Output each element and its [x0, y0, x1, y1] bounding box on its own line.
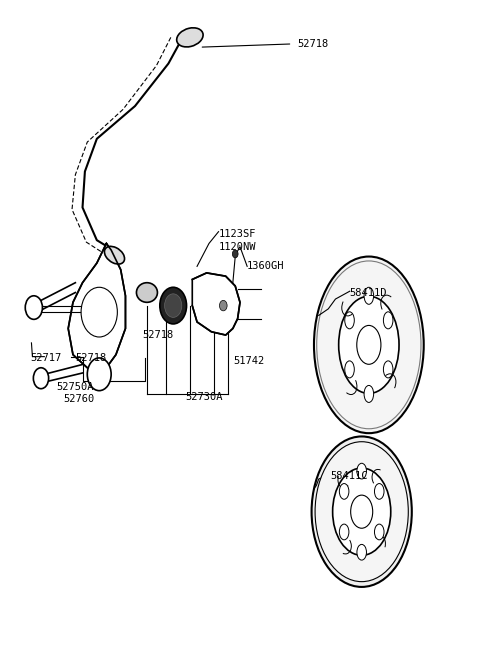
Circle shape: [81, 287, 117, 337]
Text: 52718: 52718: [75, 353, 107, 363]
Ellipse shape: [312, 436, 412, 587]
Circle shape: [25, 296, 42, 319]
Text: 1120NW: 1120NW: [218, 242, 256, 252]
Polygon shape: [68, 244, 125, 368]
Text: 1123SF: 1123SF: [218, 229, 256, 238]
Ellipse shape: [315, 442, 408, 581]
Ellipse shape: [345, 312, 354, 328]
Circle shape: [232, 250, 238, 258]
Ellipse shape: [364, 386, 373, 403]
Ellipse shape: [357, 463, 366, 479]
Ellipse shape: [357, 325, 381, 364]
Text: 52750A: 52750A: [56, 382, 94, 392]
Ellipse shape: [345, 361, 354, 378]
Text: 1360GH: 1360GH: [247, 261, 285, 271]
Ellipse shape: [314, 256, 424, 433]
Text: 51742: 51742: [233, 356, 264, 366]
Text: 52717: 52717: [30, 353, 61, 363]
Ellipse shape: [364, 287, 373, 304]
Ellipse shape: [177, 28, 203, 47]
Text: 58411C: 58411C: [331, 470, 368, 481]
Ellipse shape: [374, 524, 384, 540]
Polygon shape: [192, 273, 240, 335]
Text: 52730A: 52730A: [185, 392, 223, 402]
Circle shape: [87, 358, 111, 391]
Ellipse shape: [374, 484, 384, 499]
Ellipse shape: [357, 545, 366, 560]
Ellipse shape: [384, 312, 393, 328]
Circle shape: [34, 368, 48, 389]
Text: 58411D: 58411D: [350, 288, 387, 298]
Text: 52718: 52718: [297, 39, 328, 49]
Circle shape: [219, 300, 227, 311]
Circle shape: [160, 287, 187, 324]
Text: 52718: 52718: [142, 330, 173, 340]
Ellipse shape: [339, 484, 349, 499]
Ellipse shape: [136, 283, 157, 302]
Ellipse shape: [351, 495, 372, 528]
Ellipse shape: [339, 296, 399, 394]
Circle shape: [165, 294, 182, 317]
Ellipse shape: [384, 361, 393, 378]
Text: 52760: 52760: [63, 394, 95, 404]
Ellipse shape: [339, 524, 349, 540]
Ellipse shape: [333, 468, 391, 555]
Ellipse shape: [105, 246, 124, 264]
